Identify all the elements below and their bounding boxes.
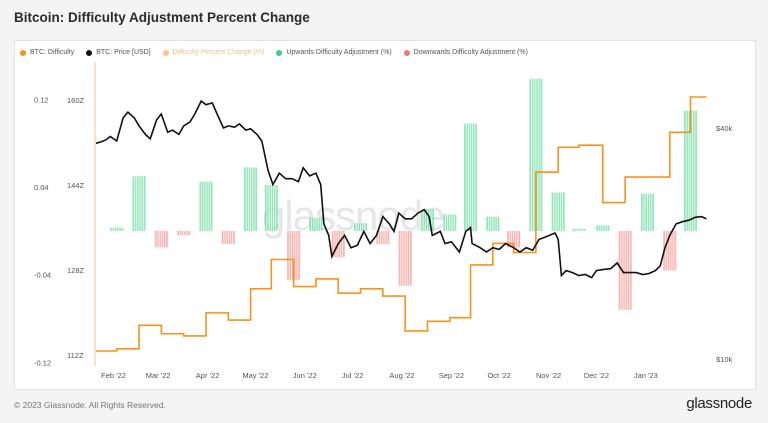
chart-title: Bitcoin: Difficulty Adjustment Percent C… — [14, 10, 310, 25]
legend-dot-icon — [86, 49, 93, 56]
x-tick-label: Jun '22 — [293, 371, 317, 380]
legend-dot-icon — [403, 49, 410, 56]
y-tick-label-difficulty: 160Z — [67, 96, 85, 105]
legend-item-percent-change[interactable]: Difficulty Percent Change (%) — [162, 49, 265, 56]
down-adjustment-bar — [287, 230, 301, 281]
legend-label: BTC: Difficulty — [30, 49, 75, 56]
up-adjustment-bar — [421, 209, 434, 231]
x-tick-label: Apr '22 — [196, 371, 220, 380]
up-adjustment-bar — [309, 217, 323, 231]
y-tick-label-difficulty: 128Z — [67, 266, 85, 275]
legend: BTC: Difficulty BTC: Price [USD] Difficu… — [20, 49, 540, 56]
brand-logo: glassnode — [686, 395, 752, 412]
up-adjustment-bar — [244, 167, 258, 231]
legend-label: BTC: Price [USD] — [96, 49, 151, 56]
legend-dot-icon — [276, 49, 283, 56]
legend-item-price[interactable]: BTC: Price [USD] — [86, 49, 151, 56]
legend-label: Difficulty Percent Change (%) — [172, 49, 265, 56]
axes: 0.12 0.04 -0.04 -0.12 160Z 144Z 128Z 112Z $40k $1… — [34, 62, 733, 380]
x-tick-label: Sep '22 — [439, 371, 464, 380]
x-tick-label: Feb '22 — [101, 371, 126, 380]
x-tick-label: Mar '22 — [146, 371, 171, 380]
price-line — [95, 99, 707, 279]
down-adjustment-bar — [398, 230, 412, 286]
down-adjustment-bar — [376, 230, 390, 245]
x-tick-label: May '22 — [242, 371, 268, 380]
x-tick-label: Dec '22 — [584, 371, 609, 380]
x-tick-label: Aug '22 — [389, 371, 414, 380]
x-tick-label: Jan '23 — [634, 371, 658, 380]
down-adjustment-bar — [618, 230, 632, 310]
adjustment-bars — [110, 78, 697, 310]
legend-label: Downwards Difficulty Adjustment (%) — [413, 49, 528, 56]
legend-item-downwards[interactable]: Downwards Difficulty Adjustment (%) — [403, 49, 528, 56]
up-adjustment-bar — [551, 192, 565, 231]
legend-label: Upwards Difficulty Adjustment (%) — [286, 49, 392, 56]
down-adjustment-bar — [154, 230, 168, 248]
up-adjustment-bar — [354, 223, 368, 231]
y-tick-label-difficulty: 112Z — [67, 351, 84, 360]
up-adjustment-bar — [486, 216, 500, 231]
legend-dot-icon — [20, 49, 26, 56]
y-tick-label-difficulty: 144Z — [67, 181, 85, 190]
y-tick-label-percent: -0.12 — [34, 358, 51, 367]
y-tick-label-percent: 0.04 — [34, 183, 49, 192]
x-tick-label: Oct '22 — [487, 371, 511, 380]
down-adjustment-bar — [221, 230, 235, 245]
y-tick-label-percent: 0.12 — [34, 96, 49, 105]
legend-item-upwards[interactable]: Upwards Difficulty Adjustment (%) — [276, 49, 392, 56]
up-adjustment-bar — [110, 227, 124, 231]
y-tick-label-percent: -0.04 — [34, 271, 51, 280]
difficulty-line — [96, 96, 707, 352]
copyright: © 2023 Glassnode. All Rights Reserved. — [14, 400, 166, 410]
legend-dot-icon — [162, 49, 169, 56]
up-adjustment-bar — [132, 176, 146, 231]
up-adjustment-bar — [640, 193, 654, 231]
up-adjustment-bar — [464, 123, 478, 231]
up-adjustment-bar — [572, 228, 586, 231]
legend-item-difficulty[interactable]: BTC: Difficulty — [20, 49, 74, 56]
up-adjustment-bar — [683, 110, 697, 231]
up-adjustment-bar — [199, 181, 213, 231]
up-adjustment-bar — [443, 214, 457, 231]
up-adjustment-bar — [529, 78, 543, 231]
down-adjustment-bar — [663, 230, 677, 271]
series-lines — [95, 96, 707, 352]
x-tick-label: Nov '22 — [536, 371, 561, 380]
up-adjustment-bar — [596, 225, 610, 231]
y-tick-label-price: $10k — [716, 355, 733, 364]
up-adjustment-bar — [264, 184, 278, 231]
y-tick-label-price: $40k — [716, 124, 733, 133]
x-tick-label: Jul '22 — [342, 371, 363, 380]
down-adjustment-bar — [177, 230, 191, 236]
